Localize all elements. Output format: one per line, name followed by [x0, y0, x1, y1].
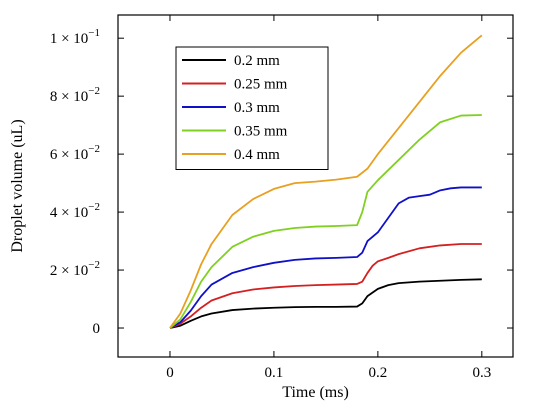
y-tick-label: 2 × 10−2: [50, 259, 100, 279]
legend-entry: 0.4 mm: [234, 147, 280, 163]
series-line-0: [169, 278, 482, 329]
y-tick-label: 6 × 10−2: [50, 143, 100, 163]
x-tick-label: 0: [166, 365, 174, 381]
x-axis-label: Time (ms): [282, 384, 349, 401]
y-tick-label: 0: [93, 321, 101, 337]
series-layer: [169, 34, 483, 329]
x-tick-label: 0.3: [472, 365, 491, 381]
legend-box: [175, 46, 329, 170]
legend-entry: 0.25 mm: [234, 77, 288, 93]
series-line-4: [169, 34, 483, 329]
x-tick-label: 0.1: [265, 365, 284, 381]
series-line-1: [169, 243, 482, 329]
y-tick-label: 8 × 10−2: [50, 85, 100, 105]
y-axis-label: Droplet volume (uL): [9, 119, 26, 252]
y-tick-label: 1 × 10−1: [50, 27, 100, 47]
legend: 0.2 mm 0.25 mm 0.3 mm 0.35 mm 0.4 mm: [175, 46, 329, 170]
x-tick-label: 0.2: [368, 365, 387, 381]
series-line-2: [169, 186, 482, 329]
series-line-3: [169, 114, 482, 329]
axes-layer: 0 0.1 0.2 0.3 0 2 × 10−2 4 × 10−2 6 × 10−2 8 × 1…: [50, 14, 514, 381]
plot-frame: [117, 14, 514, 358]
legend-entry: 0.2 mm: [234, 53, 280, 69]
legend-entry: 0.3 mm: [234, 100, 280, 116]
y-tick-label: 4 × 10−2: [50, 201, 100, 221]
legend-entry: 0.35 mm: [234, 124, 288, 140]
